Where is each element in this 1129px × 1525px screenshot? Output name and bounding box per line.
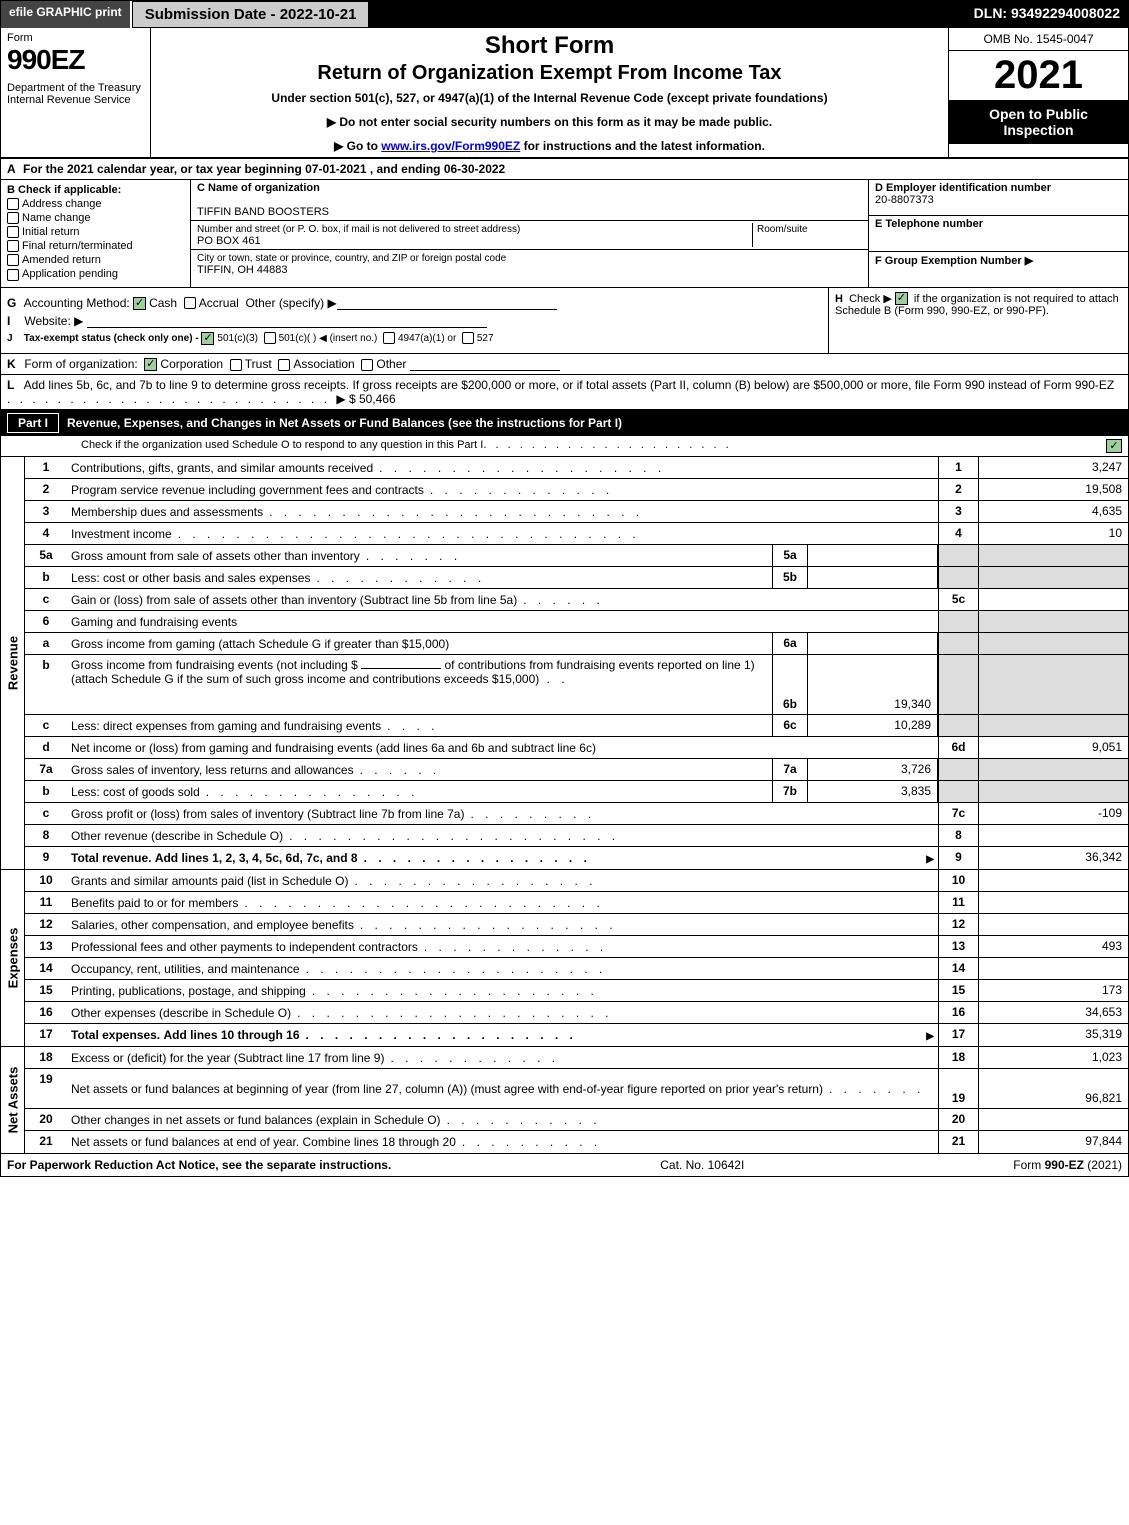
form-page: efile GRAPHIC print Submission Date - 20… (0, 0, 1129, 1177)
header-left: Form 990EZ Department of the Treasury In… (1, 28, 151, 157)
form-label: Form (7, 32, 144, 44)
revenue-section: Revenue 1Contributions, gifts, grants, a… (1, 457, 1128, 870)
chk-501c3[interactable]: ✓ (201, 332, 214, 345)
header-mid: Short Form Return of Organization Exempt… (151, 28, 948, 157)
subtitle: Under section 501(c), 527, or 4947(a)(1)… (159, 91, 940, 105)
chk-corporation[interactable]: ✓ (144, 358, 157, 371)
row-a-text: For the 2021 calendar year, or tax year … (23, 162, 505, 176)
row-j: J Tax-exempt status (check only one) - ✓… (7, 332, 822, 345)
netassets-section: Net Assets 18Excess or (deficit) for the… (1, 1047, 1128, 1153)
col-c: C Name of organization TIFFIN BAND BOOST… (191, 180, 868, 287)
gross-receipts: ▶ $ 50,466 (336, 392, 395, 406)
form-header: Form 990EZ Department of the Treasury In… (1, 28, 1128, 159)
row-k: K Form of organization: ✓Corporation Tru… (1, 354, 1128, 375)
chk-address-change[interactable]: Address change (7, 198, 184, 210)
row-i: I Website: ▶ (7, 314, 822, 328)
part1-header: Part I Revenue, Expenses, and Changes in… (1, 410, 1128, 436)
header-right: OMB No. 1545-0047 2021 Open to Public In… (948, 28, 1128, 157)
expenses-section: Expenses 10Grants and similar amounts pa… (1, 870, 1128, 1047)
chk-schedule-o[interactable]: ✓ (1106, 439, 1122, 453)
part1-sub: Check if the organization used Schedule … (1, 436, 1128, 457)
open-to-public: Open to Public Inspection (949, 100, 1128, 144)
page-footer: For Paperwork Reduction Act Notice, see … (1, 1153, 1128, 1176)
row-a: A For the 2021 calendar year, or tax yea… (1, 159, 1128, 180)
col-de: D Employer identification number 20-8807… (868, 180, 1128, 287)
org-name: TIFFIN BAND BOOSTERS (197, 206, 329, 218)
footer-left: For Paperwork Reduction Act Notice, see … (7, 1158, 391, 1172)
form-number: 990EZ (7, 44, 144, 76)
title-main: Return of Organization Exempt From Incom… (159, 62, 940, 85)
footer-center: Cat. No. 10642I (391, 1158, 1013, 1172)
submission-date: Submission Date - 2022-10-21 (132, 1, 370, 28)
row-g: G Accounting Method: ✓Cash Accrual Other… (7, 296, 822, 310)
org-city: TIFFIN, OH 44883 (197, 264, 287, 276)
col-b: B Check if applicable: Address change Na… (1, 180, 191, 287)
section-bcde: B Check if applicable: Address change Na… (1, 180, 1128, 288)
top-bar: efile GRAPHIC print Submission Date - 20… (1, 1, 1128, 28)
ein: 20-8807373 (875, 194, 934, 206)
irs-link[interactable]: www.irs.gov/Form990EZ (381, 139, 520, 153)
chk-schedule-b[interactable]: ✓ (895, 292, 908, 305)
chk-application-pending[interactable]: Application pending (7, 268, 184, 280)
department-label: Department of the Treasury Internal Reve… (7, 82, 144, 106)
chk-accrual[interactable] (184, 297, 196, 309)
dln-label: DLN: 93492294008022 (966, 1, 1128, 28)
chk-amended-return[interactable]: Amended return (7, 254, 184, 266)
instruction-2: ▶ Go to www.irs.gov/Form990EZ for instru… (159, 139, 940, 153)
org-address: PO BOX 461 (197, 235, 261, 247)
title-short-form: Short Form (159, 32, 940, 60)
row-l: L Add lines 5b, 6c, and 7b to line 9 to … (1, 375, 1128, 410)
tax-year: 2021 (949, 51, 1128, 100)
chk-initial-return[interactable]: Initial return (7, 226, 184, 238)
chk-cash[interactable]: ✓ (133, 297, 146, 310)
chk-name-change[interactable]: Name change (7, 212, 184, 224)
row-h: H Check ▶ ✓ if the organization is not r… (828, 288, 1128, 353)
omb-number: OMB No. 1545-0047 (949, 28, 1128, 51)
footer-right: Form 990-EZ (2021) (1013, 1158, 1122, 1172)
instruction-1: ▶ Do not enter social security numbers o… (159, 115, 940, 129)
section-ghi: G Accounting Method: ✓Cash Accrual Other… (1, 288, 1128, 354)
chk-final-return[interactable]: Final return/terminated (7, 240, 184, 252)
efile-label[interactable]: efile GRAPHIC print (1, 1, 132, 28)
